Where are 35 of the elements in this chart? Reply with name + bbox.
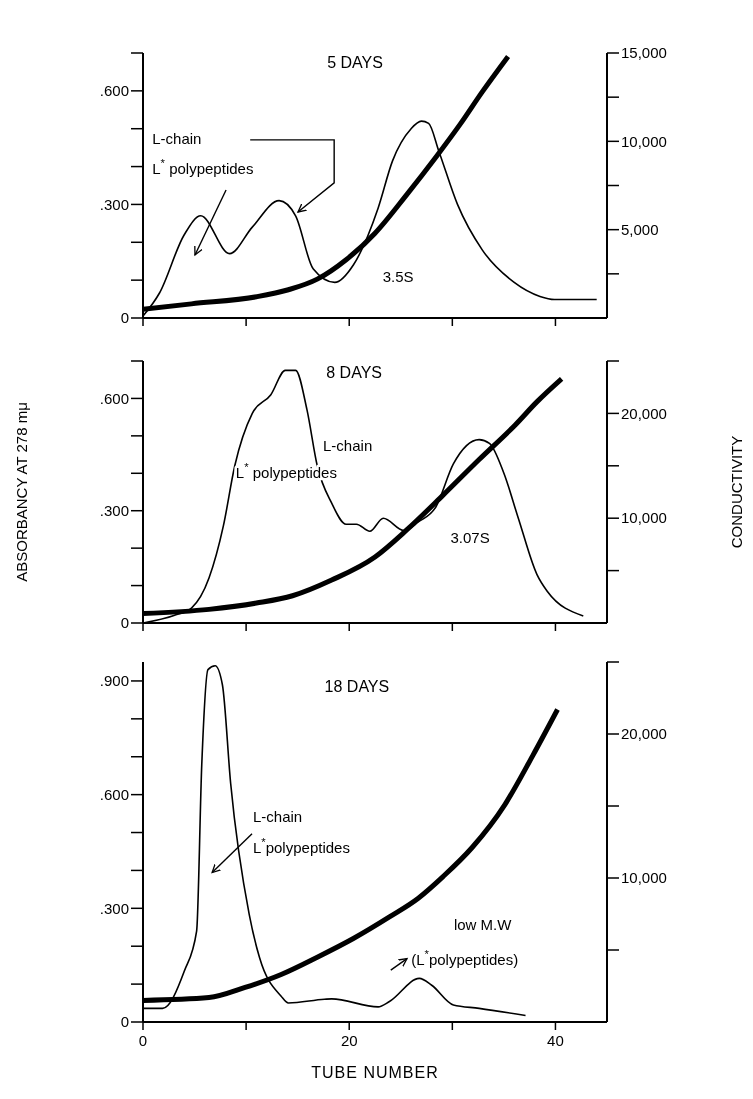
annotation: low M.W [453,915,513,933]
y2-tick-label: 20,000 [621,725,667,743]
x-axis-title: TUBE NUMBER [311,1064,439,1081]
y2-tick-label: 20,000 [621,404,667,422]
annotation: L$^{*}$ polypeptides [152,156,254,177]
annotation: L-chain [152,130,202,148]
x-tick-label: 20 [340,1031,358,1049]
y-tick-label: .600 [99,389,129,407]
chart-title: 8 DAYS [326,364,382,382]
y2-tick-label: 10,000 [621,869,667,887]
text: 18 DAYS [324,678,390,696]
annotation: 3.07S [450,529,490,547]
chart-title: 5 DAYS [327,53,383,71]
y2-tick-label: 15,000 [621,44,667,62]
annotation: L$^{*}$polypeptides [252,836,350,857]
y2-axis-title: CONDUCTIVITY [728,435,746,549]
x-tick-label: 40 [547,1031,564,1049]
annotation: L-chain [252,808,303,826]
y2-tick-label: 10,000 [621,509,667,527]
y-tick-label: 0 [120,1013,129,1031]
annotation: (L$^{*}$polypeptides) [411,947,519,968]
y-tick-label: 0 [120,309,129,327]
x-tick-label: 0 [138,1031,148,1049]
y2-tick-label: 5,000 [621,220,659,238]
annotation: 3.5S [382,268,414,286]
y-tick-label: .600 [99,785,129,803]
y-tick-label: .300 [99,195,129,213]
y-tick-label: .600 [99,82,129,100]
y-tick-label: .900 [99,672,129,690]
y-tick-label: .300 [99,501,129,519]
annotation: L-chain [323,437,373,455]
y2-tick-label: 10,000 [621,132,667,150]
y-tick-label: .300 [99,899,129,917]
y-tick-label: 0 [120,614,129,632]
y-axis-title: ABSORBANCY AT 278 mμ [13,402,31,582]
